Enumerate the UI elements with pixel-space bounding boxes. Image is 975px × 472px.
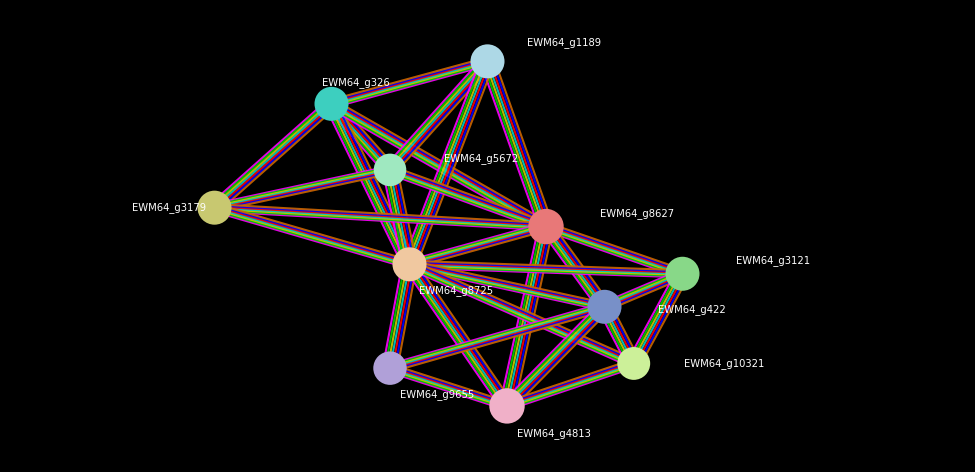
Text: EWM64_g4813: EWM64_g4813 [517, 428, 591, 439]
Point [538, 223, 554, 230]
Text: EWM64_g422: EWM64_g422 [658, 303, 725, 315]
Point [626, 360, 642, 367]
Point [480, 58, 495, 65]
Point [324, 100, 339, 108]
Point [597, 303, 612, 311]
Point [402, 261, 417, 268]
Text: EWM64_g10321: EWM64_g10321 [684, 358, 764, 369]
Text: EWM64_g326: EWM64_g326 [322, 77, 389, 88]
Text: EWM64_g1189: EWM64_g1189 [526, 37, 601, 48]
Text: EWM64_g3121: EWM64_g3121 [736, 255, 810, 266]
Point [675, 270, 690, 278]
Point [382, 364, 398, 372]
Text: EWM64_g3179: EWM64_g3179 [132, 202, 206, 213]
Point [499, 402, 515, 410]
Text: EWM64_g8627: EWM64_g8627 [600, 208, 674, 219]
Text: EWM64_g5672: EWM64_g5672 [444, 152, 518, 164]
Text: EWM64_g9655: EWM64_g9655 [400, 388, 474, 400]
Point [207, 204, 222, 211]
Point [382, 166, 398, 174]
Text: EWM64_g8725: EWM64_g8725 [419, 285, 493, 296]
